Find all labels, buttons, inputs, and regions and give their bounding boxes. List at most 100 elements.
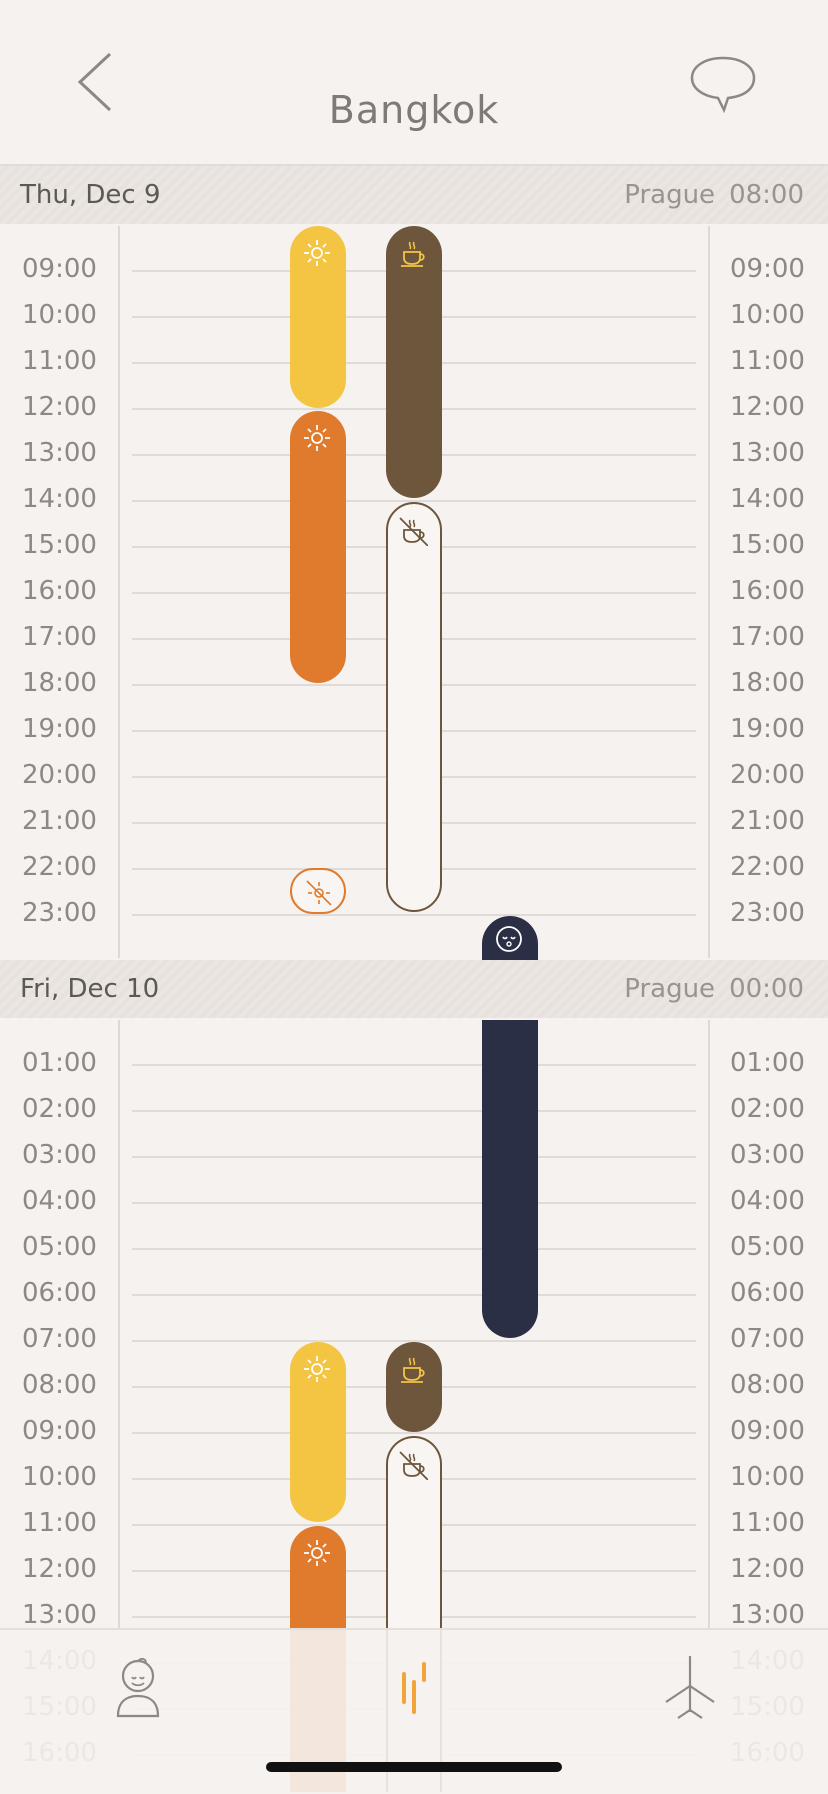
origin-time-label: 09:00 xyxy=(730,254,805,284)
origin-time-label: 08:00 xyxy=(730,1370,805,1400)
origin-time: Prague 08:00 xyxy=(624,180,804,210)
origin-tz-time: 00:00 xyxy=(729,974,804,1004)
local-time-label: 14:00 xyxy=(22,484,97,514)
origin-time-label: 22:00 xyxy=(730,852,805,882)
origin-time-label: 06:00 xyxy=(730,1278,805,1308)
local-time-label: 06:00 xyxy=(22,1278,97,1308)
flight-icon[interactable] xyxy=(662,1652,718,1722)
avoid-light-block[interactable] xyxy=(290,868,346,914)
local-time-label: 03:00 xyxy=(22,1140,97,1170)
local-time-label: 11:00 xyxy=(22,346,97,376)
day-label: Fri, Dec 10 xyxy=(20,974,160,1004)
local-time-label: 10:00 xyxy=(22,300,97,330)
sleep-block[interactable] xyxy=(482,916,538,960)
origin-tz-name: Prague xyxy=(624,974,716,1004)
no-coffee-icon xyxy=(399,1451,428,1480)
no-coffee-icon xyxy=(399,517,428,546)
sun-icon xyxy=(304,1540,330,1566)
left-divider xyxy=(118,226,120,958)
origin-time: Prague 00:00 xyxy=(624,974,804,1004)
avoid-caffeine-block[interactable] xyxy=(386,502,442,912)
hour-gridline xyxy=(132,1156,696,1158)
origin-time-label: 18:00 xyxy=(730,668,805,698)
local-time-label: 21:00 xyxy=(22,806,97,836)
origin-time-label: 10:00 xyxy=(730,1462,805,1492)
origin-time-label: 02:00 xyxy=(730,1094,805,1124)
local-time-label: 07:00 xyxy=(22,1324,97,1354)
local-time-label: 19:00 xyxy=(22,714,97,744)
hour-gridline xyxy=(132,500,696,502)
chat-bubble-icon[interactable] xyxy=(688,54,758,114)
origin-time-label: 03:00 xyxy=(730,1140,805,1170)
day-header-fri: Fri, Dec 10 Prague 00:00 xyxy=(0,960,828,1018)
origin-time-label: 16:00 xyxy=(730,576,805,606)
hour-gridline xyxy=(132,1340,696,1342)
sleep-face-icon xyxy=(496,926,522,952)
local-time-label: 04:00 xyxy=(22,1186,97,1216)
hour-gridline xyxy=(132,1110,696,1112)
local-time-label: 17:00 xyxy=(22,622,97,652)
local-time-label: 12:00 xyxy=(22,392,97,422)
caffeine-block[interactable] xyxy=(386,226,442,498)
chevron-left-icon[interactable] xyxy=(72,50,122,114)
origin-time-label: 04:00 xyxy=(730,1186,805,1216)
local-time-label: 10:00 xyxy=(22,1462,97,1492)
coffee-cup-icon xyxy=(401,1357,425,1383)
right-divider xyxy=(708,226,710,958)
local-time-label: 18:00 xyxy=(22,668,97,698)
hour-gridline xyxy=(132,1064,696,1066)
day-header-thu: Thu, Dec 9 Prague 08:00 xyxy=(0,166,828,224)
origin-time-label: 13:00 xyxy=(730,1600,805,1630)
caffeine-block[interactable] xyxy=(386,1342,442,1432)
origin-time-label: 07:00 xyxy=(730,1324,805,1354)
home-indicator xyxy=(266,1762,562,1772)
local-time-label: 12:00 xyxy=(22,1554,97,1584)
origin-time-label: 23:00 xyxy=(730,898,805,928)
seek-light-block[interactable] xyxy=(290,226,346,408)
local-time-label: 09:00 xyxy=(22,1416,97,1446)
local-time-label: 09:00 xyxy=(22,254,97,284)
seek-light-block[interactable] xyxy=(290,411,346,683)
origin-time-label: 11:00 xyxy=(730,1508,805,1538)
hour-gridline xyxy=(132,1248,696,1250)
local-time-label: 16:00 xyxy=(22,576,97,606)
sun-icon xyxy=(304,425,330,451)
sun-icon xyxy=(304,1356,330,1382)
coffee-cup-icon xyxy=(401,241,425,267)
origin-time-label: 15:00 xyxy=(730,530,805,560)
origin-tz-name: Prague xyxy=(624,180,716,210)
no-sun-icon xyxy=(306,880,332,906)
origin-time-label: 21:00 xyxy=(730,806,805,836)
local-time-label: 11:00 xyxy=(22,1508,97,1538)
local-time-label: 02:00 xyxy=(22,1094,97,1124)
profile-icon[interactable] xyxy=(112,1656,164,1718)
origin-time-label: 01:00 xyxy=(730,1048,805,1078)
origin-time-label: 11:00 xyxy=(730,346,805,376)
origin-time-label: 05:00 xyxy=(730,1232,805,1262)
origin-time-label: 14:00 xyxy=(730,484,805,514)
local-time-label: 13:00 xyxy=(22,1600,97,1630)
origin-time-label: 12:00 xyxy=(730,1554,805,1584)
local-time-label: 20:00 xyxy=(22,760,97,790)
origin-time-label: 19:00 xyxy=(730,714,805,744)
hour-gridline xyxy=(132,1202,696,1204)
header: Bangkok xyxy=(0,0,828,166)
origin-time-label: 17:00 xyxy=(730,622,805,652)
origin-time-label: 13:00 xyxy=(730,438,805,468)
hour-gridline xyxy=(132,1294,696,1296)
hour-gridline xyxy=(132,1432,696,1434)
origin-time-label: 20:00 xyxy=(730,760,805,790)
local-time-label: 01:00 xyxy=(22,1048,97,1078)
page-title: Bangkok xyxy=(328,88,500,132)
sleep-block[interactable] xyxy=(482,1020,538,1338)
day-label: Thu, Dec 9 xyxy=(20,180,161,210)
local-time-label: 23:00 xyxy=(22,898,97,928)
seek-light-block[interactable] xyxy=(290,1342,346,1522)
local-time-label: 13:00 xyxy=(22,438,97,468)
plan-icon[interactable] xyxy=(396,1660,432,1716)
local-time-label: 22:00 xyxy=(22,852,97,882)
origin-time-label: 09:00 xyxy=(730,1416,805,1446)
local-time-label: 15:00 xyxy=(22,530,97,560)
sun-icon xyxy=(304,240,330,266)
left-divider xyxy=(118,1020,120,1630)
